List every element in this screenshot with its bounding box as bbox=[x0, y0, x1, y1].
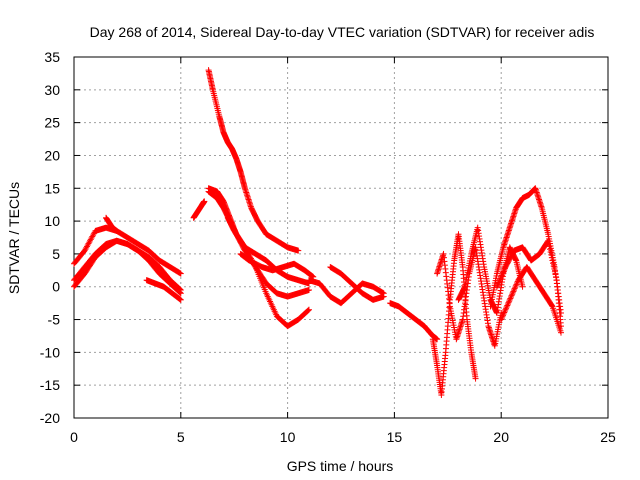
data-point bbox=[305, 307, 312, 314]
data-point bbox=[113, 227, 120, 234]
x-tick-label: 0 bbox=[70, 429, 78, 445]
y-tick-label: -10 bbox=[40, 344, 60, 360]
y-tick-label: -5 bbox=[48, 312, 61, 328]
y-tick-label: 35 bbox=[44, 49, 60, 65]
x-tick-label: 5 bbox=[177, 429, 185, 445]
data-point bbox=[201, 198, 208, 205]
y-tick-label: 15 bbox=[44, 180, 60, 196]
series-arc-1c bbox=[71, 237, 184, 294]
x-tick-labels: 0 5 10 15 20 25 bbox=[70, 429, 616, 445]
x-tick-label: 10 bbox=[280, 429, 296, 445]
grid bbox=[74, 57, 608, 418]
y-tick-label: -15 bbox=[40, 377, 60, 393]
data-point bbox=[177, 286, 184, 293]
x-tick-label: 25 bbox=[600, 429, 616, 445]
y-tick-label: 10 bbox=[44, 213, 60, 229]
data-point bbox=[177, 296, 184, 303]
series-arc-3 bbox=[190, 198, 208, 221]
y-tick-label: 0 bbox=[52, 279, 60, 295]
y-tick-label: 25 bbox=[44, 115, 60, 131]
data-point bbox=[305, 287, 312, 294]
y-tick-labels: -20 -15 -10 -5 0 5 10 15 20 25 30 35 bbox=[40, 49, 60, 426]
data-point bbox=[177, 270, 184, 277]
series-arc-4e bbox=[237, 250, 317, 280]
data-point bbox=[177, 287, 184, 294]
y-tick-label: -20 bbox=[40, 410, 60, 426]
x-tick-label: 15 bbox=[387, 429, 403, 445]
data-point bbox=[305, 306, 312, 313]
series-arc-2 bbox=[143, 277, 184, 303]
y-tick-label: 20 bbox=[44, 147, 60, 163]
data-points bbox=[71, 67, 565, 399]
series-arc-4a bbox=[205, 67, 302, 254]
data-point bbox=[295, 247, 302, 254]
plot-border bbox=[73, 56, 609, 419]
y-tick-label: 30 bbox=[44, 82, 60, 98]
y-tick-label: 5 bbox=[52, 246, 60, 262]
x-tick-label: 20 bbox=[493, 429, 509, 445]
tick-marks bbox=[73, 56, 609, 419]
series-arc-1d bbox=[103, 214, 120, 234]
